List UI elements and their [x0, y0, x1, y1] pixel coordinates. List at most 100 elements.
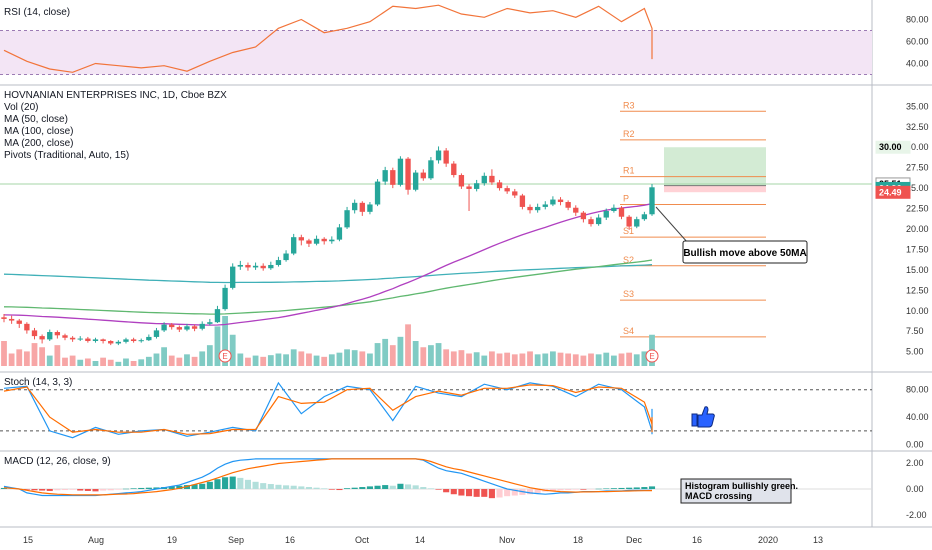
candle-body [397, 158, 404, 185]
price-tick-label: 20.00 [906, 224, 929, 234]
macd-tick-label: 0.00 [906, 484, 924, 494]
candle-body [527, 206, 533, 211]
macd-annotation-box [680, 478, 792, 504]
rsi-pane: 80.00 60.00 40.00 [0, 4, 929, 75]
volume-bar [100, 357, 107, 366]
volume-bar [31, 343, 38, 366]
x-tick-label: 14 [415, 535, 425, 545]
candle-body [512, 191, 518, 196]
macd-histogram-bar [351, 487, 358, 489]
volume-bar [633, 354, 640, 366]
candle-body [443, 150, 449, 164]
macd-histogram-bar [183, 485, 191, 489]
volume-bar [328, 354, 335, 366]
macd-histogram-bar [397, 483, 404, 489]
volume-bar [610, 355, 617, 366]
macd-histogram-bar [229, 476, 236, 489]
stoch-title: Stoch (14, 3, 3) [4, 377, 72, 388]
candle-body [39, 336, 45, 340]
candle-body [413, 172, 419, 190]
candle-body [382, 170, 388, 182]
macd-histogram-bar [595, 488, 602, 490]
stoch-tick-label: 40.00 [906, 412, 929, 422]
candle-body [557, 199, 564, 203]
candle-body [283, 253, 289, 261]
candle-body [321, 238, 327, 242]
pivot-label-r2: R2 [623, 129, 635, 139]
macd-histogram-bar [206, 481, 213, 489]
volume-bar [443, 349, 450, 366]
candle-body [458, 175, 465, 187]
volume-bar [206, 345, 213, 366]
macd-histogram-bar [488, 489, 495, 499]
volume-bar [481, 355, 488, 366]
candle-body [260, 265, 266, 269]
volume-bar [62, 357, 68, 366]
volume-bar [39, 347, 46, 366]
macd-histogram-bar [603, 488, 610, 489]
candle-body [1, 317, 7, 319]
volume-bar [145, 356, 152, 366]
candle-body [611, 207, 617, 212]
candle-body [336, 227, 343, 240]
volume-bar [283, 354, 289, 366]
volume-bar [428, 345, 434, 366]
candle-body [573, 207, 579, 213]
macd-histogram-bar [587, 489, 595, 490]
macd-histogram-bar [92, 489, 99, 492]
volume-bar [84, 358, 91, 366]
candle-body [77, 338, 83, 340]
candle-body [146, 336, 152, 341]
candle-body [245, 264, 251, 268]
candle-body [542, 204, 548, 207]
volume-bar [222, 316, 228, 366]
volume-bar [534, 354, 541, 366]
candle-body [534, 206, 541, 211]
candle-body [565, 202, 571, 208]
macd-histogram-bar [511, 489, 518, 496]
x-tick-label: 16 [285, 535, 295, 545]
stoch-pane: 80.00 40.00 0.00 [0, 381, 929, 450]
rsi-title: RSI (14, close) [4, 7, 70, 18]
macd-histogram-bar [100, 489, 107, 491]
macd-histogram-bar [145, 487, 152, 489]
macd-histogram-bar [39, 489, 46, 491]
macd-histogram-bar [504, 489, 511, 497]
volume-bar [588, 353, 594, 366]
volume-bar [557, 352, 564, 366]
macd-histogram-bar [313, 487, 320, 489]
macd-histogram-bar [389, 485, 396, 489]
macd-histogram-bar [115, 489, 122, 490]
macd-histogram-bar [244, 479, 252, 489]
volume-bar [214, 326, 221, 366]
macd-histogram-bar [54, 489, 61, 491]
macd-histogram-bar [526, 489, 534, 495]
earnings-marker [645, 349, 659, 363]
candle-body [313, 238, 320, 244]
x-tick-label: Sep [228, 535, 244, 545]
x-axis: 15 Aug 19 Sep 16 Oct 14 Nov 18 Dec 16 2020 13 [23, 535, 823, 545]
candle-body [504, 188, 510, 192]
candle-body [100, 339, 106, 342]
annotation-arrow-line [655, 206, 689, 244]
macd-histogram-bar [382, 485, 389, 489]
macd-histogram-bar [534, 489, 541, 493]
volume-bar [496, 353, 503, 366]
candle-body [473, 183, 480, 189]
candle-body [374, 181, 381, 205]
macd-histogram-bar [450, 489, 457, 495]
candle-body [24, 323, 30, 331]
candle-body [344, 210, 350, 228]
candle-body [92, 339, 99, 342]
macd-histogram-bar [275, 484, 282, 489]
volume-bar [527, 351, 533, 366]
volume-bar [275, 353, 282, 366]
stop-zone [664, 185, 766, 193]
price-tick-label: 12.50 [906, 285, 929, 295]
stoch-tick-label: 80.00 [906, 385, 929, 395]
earnings-marker [218, 349, 232, 363]
volume-bar [229, 334, 236, 366]
volume-bar [138, 359, 145, 366]
candle-body [237, 264, 243, 267]
